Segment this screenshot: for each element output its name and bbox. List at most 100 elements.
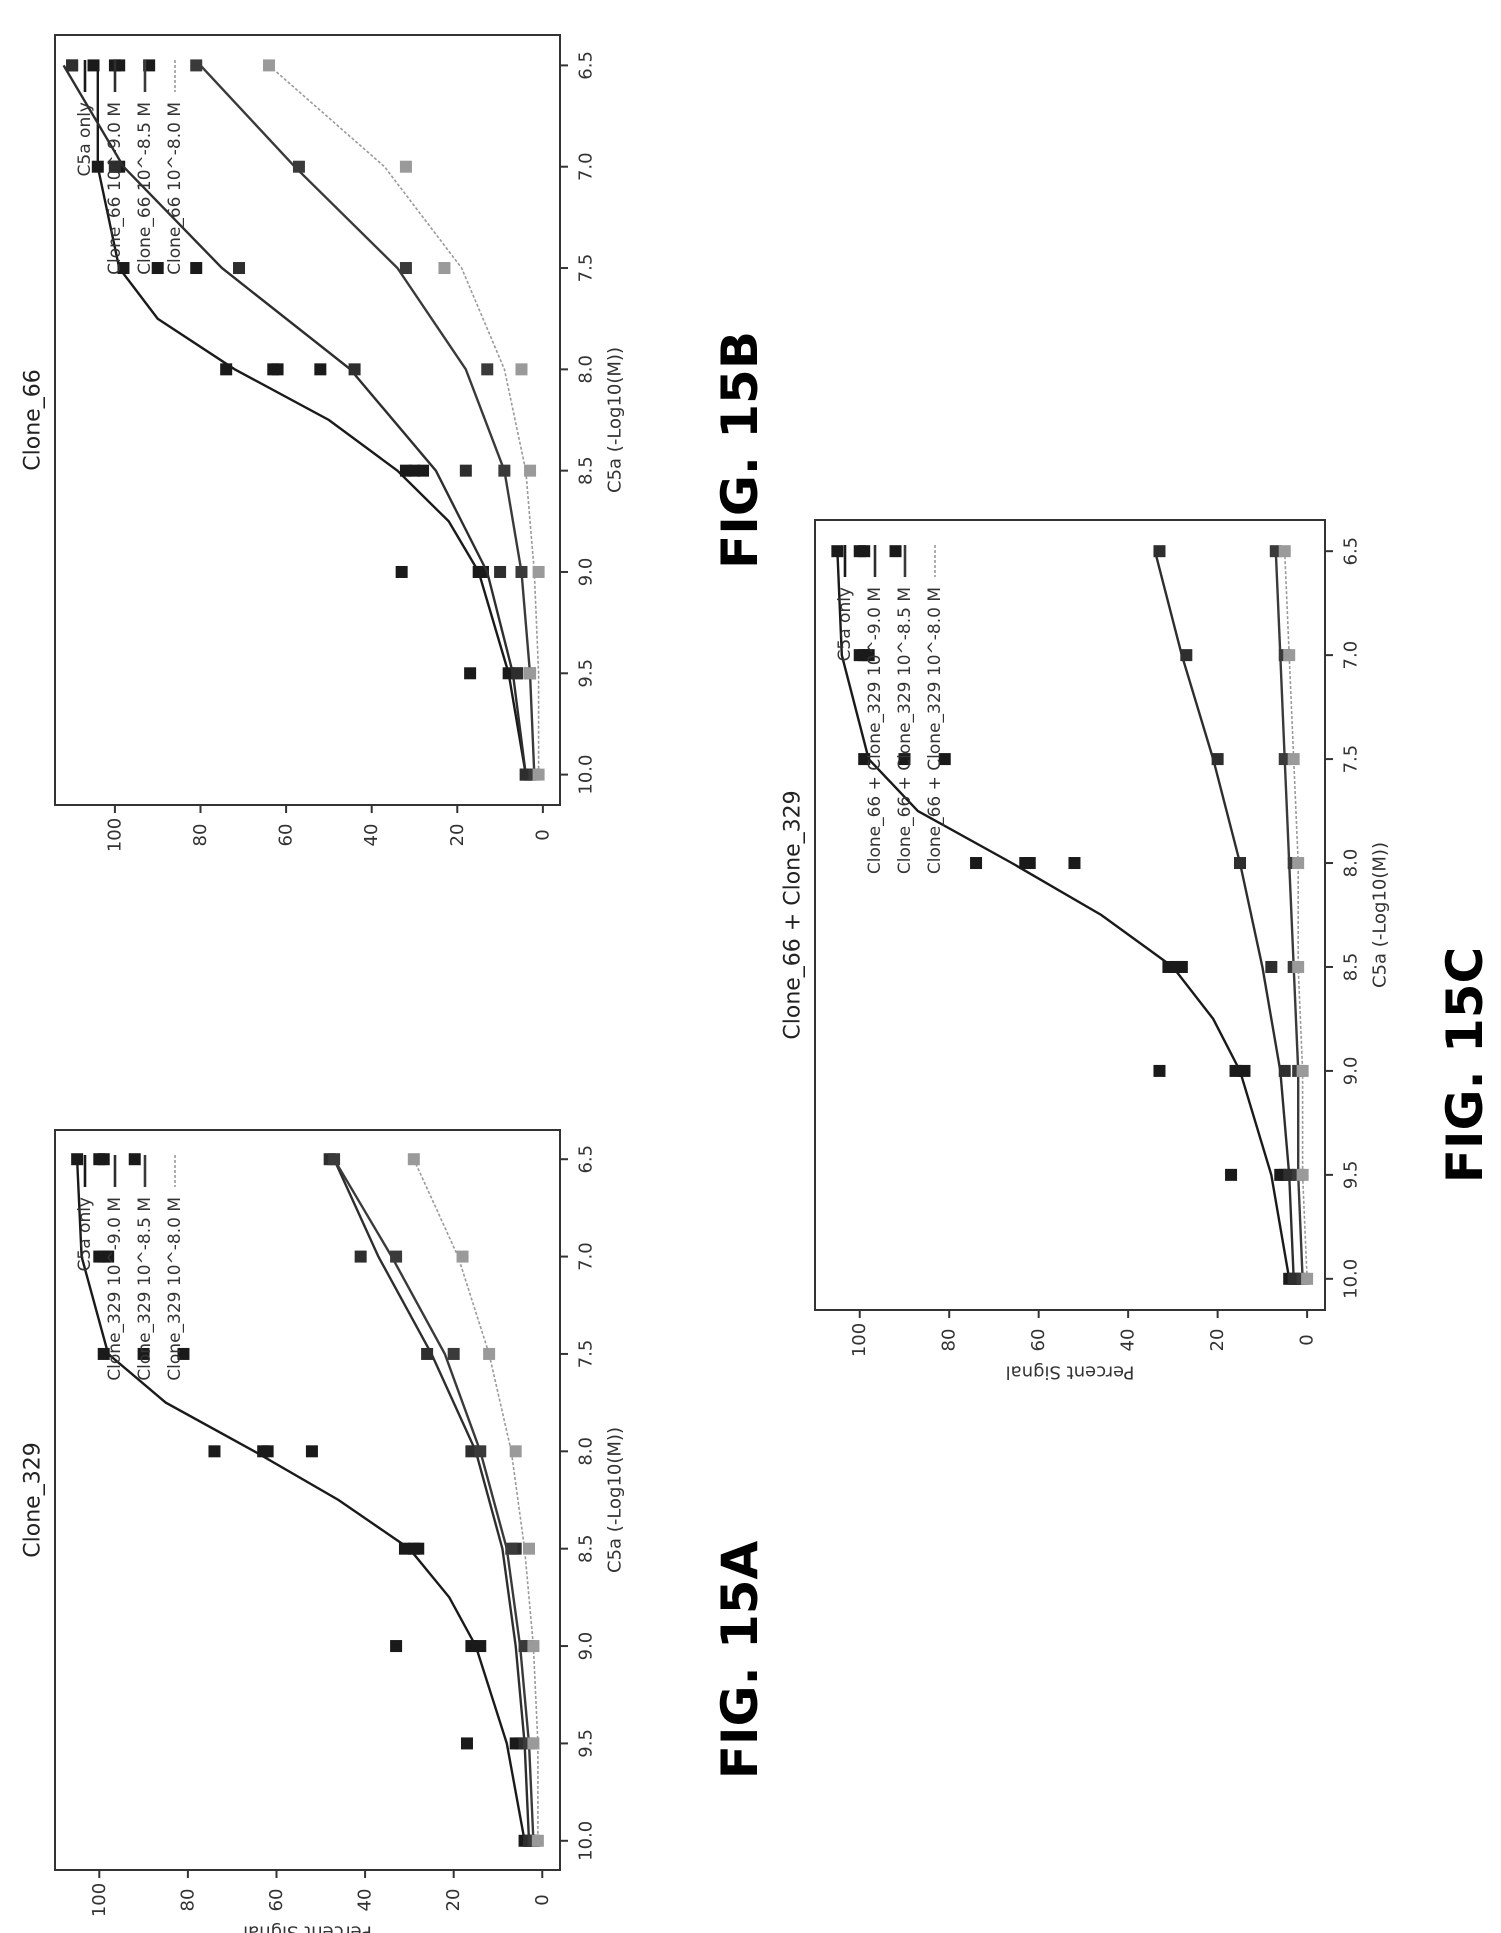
data-point (862, 649, 875, 662)
y-tick-label: 80 (190, 824, 211, 847)
data-point (261, 1445, 274, 1458)
data-point (66, 59, 79, 72)
x-tick-label: 6.5 (1341, 537, 1362, 566)
series-curve (1153, 550, 1295, 1279)
data-point (515, 565, 528, 578)
data-point (1238, 1064, 1251, 1077)
series-curve (62, 64, 527, 775)
data-point (137, 1347, 150, 1360)
data-point (87, 59, 100, 72)
data-point (1283, 649, 1296, 662)
data-point (1292, 857, 1305, 870)
y-tick-label: 0 (1297, 1334, 1318, 1345)
data-point (271, 363, 284, 376)
data-point (102, 1250, 115, 1263)
data-point (527, 1640, 540, 1653)
series-curve (268, 64, 540, 775)
data-point (220, 363, 233, 376)
series-curve (96, 65, 527, 775)
figure-label-15a: FIG. 15A (711, 1540, 769, 1779)
x-tick-label: 8.0 (576, 1437, 597, 1466)
data-point (399, 160, 412, 173)
panel-15c: 6.5 7.0 7.5 8.0 8.5 9.0 9.5 10.0 0 20 40 60 80 100 Clo… (781, 519, 1391, 1383)
data-point (177, 1347, 190, 1360)
data-point (1287, 753, 1300, 766)
data-point (390, 1640, 403, 1653)
data-point (151, 262, 164, 275)
x-tick-label: 10.0 (1341, 1259, 1362, 1299)
data-point (459, 464, 472, 477)
plot-frame (54, 1129, 561, 1871)
data-point (305, 1445, 318, 1458)
y-axis-label: Percent Signal (243, 1922, 372, 1933)
data-point (292, 160, 305, 173)
x-tick-label: 7.5 (576, 254, 597, 283)
data-point (515, 363, 528, 376)
y-tick-label: 60 (1028, 1329, 1049, 1352)
data-point (97, 1347, 110, 1360)
series-curve (413, 1158, 539, 1841)
data-point (1153, 1064, 1166, 1077)
data-point (509, 1445, 522, 1458)
x-tick-label: 8.5 (1341, 953, 1362, 982)
panel-15b: 6.5 7.0 7.5 8.0 8.5 9.0 9.5 10.0 0 20 40 60 80 100 Clo… (21, 34, 626, 852)
data-point (1234, 857, 1246, 870)
x-tick-label: 9.5 (576, 659, 597, 688)
data-point (71, 1153, 84, 1166)
data-point (1068, 857, 1081, 870)
x-tick-label: 7.0 (576, 1242, 597, 1271)
y-tick-label: 100 (89, 1883, 110, 1917)
data-point (208, 1445, 221, 1458)
data-point (354, 1250, 367, 1263)
x-tick-label: 9.5 (1341, 1161, 1362, 1190)
y-tick-label: 20 (1207, 1329, 1228, 1352)
data-point (421, 1347, 434, 1360)
data-point (233, 262, 246, 275)
series-curve (333, 1158, 535, 1841)
legend-entry: Clone_66 + Clone_329 10^-8.5 M (895, 587, 915, 874)
data-point (1023, 857, 1036, 870)
data-point (889, 545, 902, 558)
data-point (1278, 545, 1291, 558)
x-tick-label: 9.0 (576, 1632, 597, 1661)
x-tick-label: 10.0 (576, 1821, 597, 1861)
x-tick-label: 7.0 (1341, 641, 1362, 670)
data-point (314, 363, 327, 376)
y-tick-label: 80 (939, 1329, 960, 1352)
series-curve (333, 1158, 531, 1841)
data-point (97, 1153, 110, 1166)
data-point (91, 160, 104, 173)
data-point (498, 464, 511, 477)
x-axis-label: C5a (-Log10(M)) (605, 347, 626, 493)
x-axis-label: C5a (-Log10(M)) (605, 1427, 626, 1573)
legend-entry: Clone_66 10^-8.0 M (165, 102, 185, 275)
legend-entry: Clone_329 10^-8.0 M (165, 1197, 185, 1381)
data-point (417, 464, 430, 477)
legend-entry: Clone_329 10^-9.0 M (105, 1197, 125, 1381)
plot-frame (814, 519, 1326, 1311)
series-curve (199, 64, 536, 775)
data-point (898, 753, 911, 766)
data-point (262, 59, 275, 72)
y-tick-label: 100 (849, 1323, 870, 1357)
data-point (456, 1250, 469, 1263)
y-tick-label: 40 (361, 824, 382, 847)
x-tick-label: 8.5 (576, 1534, 597, 1563)
data-point (524, 667, 537, 680)
x-tick-label: 9.5 (576, 1729, 597, 1758)
data-point (1175, 960, 1188, 973)
data-point (970, 857, 983, 870)
y-tick-label: 100 (104, 818, 125, 852)
data-point (494, 565, 507, 578)
x-tick-label: 7.5 (576, 1340, 597, 1369)
data-point (531, 1834, 544, 1847)
y-tick-label: 60 (276, 824, 297, 847)
legend-entry: Clone_329 10^-8.5 M (135, 1197, 155, 1381)
chart-title: Clone_329 (21, 1442, 46, 1557)
data-point (527, 1737, 540, 1750)
x-tick-label: 9.0 (576, 558, 597, 587)
data-point (831, 545, 844, 558)
data-point (390, 1250, 403, 1263)
data-point (460, 1737, 473, 1750)
